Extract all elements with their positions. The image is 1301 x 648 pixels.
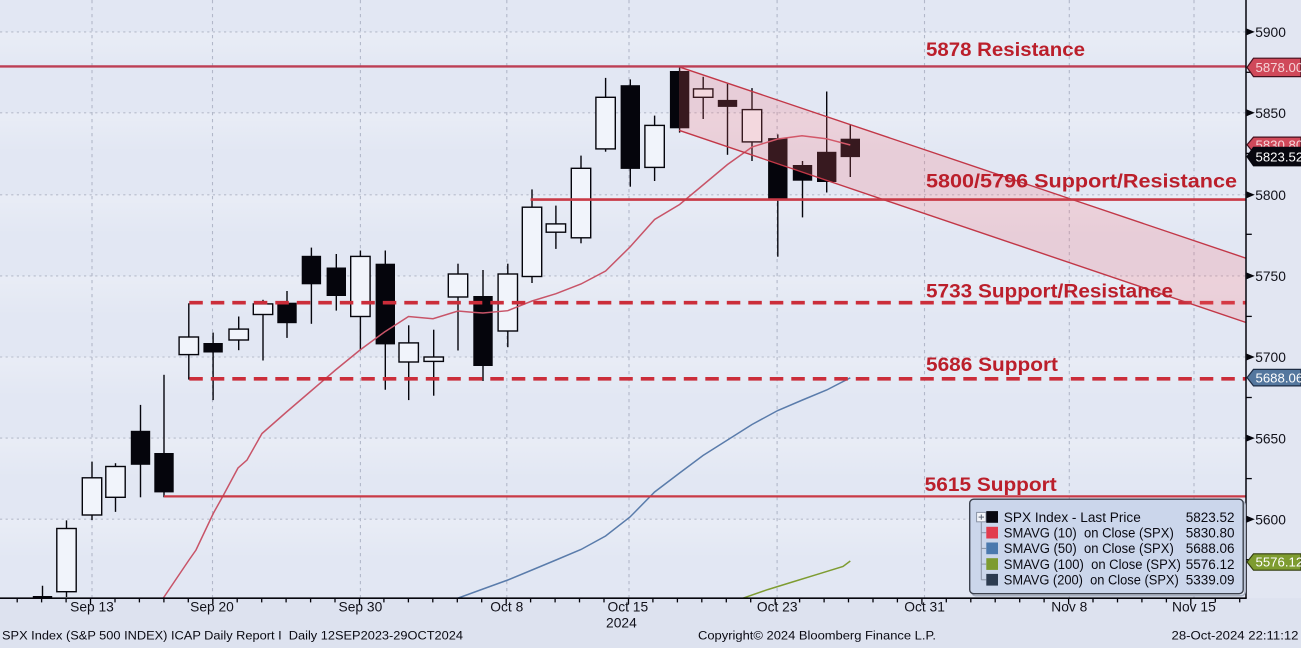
svg-text:Sep 13: Sep 13: [70, 600, 114, 615]
svg-text:SPX Index - Last Price: SPX Index - Last Price: [1004, 510, 1141, 525]
svg-text:Nov 15: Nov 15: [1172, 600, 1216, 615]
svg-text:5600: 5600: [1255, 512, 1286, 527]
svg-text:5576.12: 5576.12: [1256, 555, 1301, 570]
svg-text:5700: 5700: [1255, 350, 1286, 365]
svg-text:Sep 30: Sep 30: [339, 600, 383, 615]
svg-text:5688.06: 5688.06: [1256, 370, 1301, 385]
svg-text:5686 Support: 5686 Support: [926, 355, 1059, 376]
svg-text:5800: 5800: [1255, 188, 1286, 203]
svg-text:SMAVG (50) on Close (SPX): SMAVG (50) on Close (SPX): [1004, 541, 1174, 556]
svg-text:Copyright© 2024 Bloomberg Fina: Copyright© 2024 Bloomberg Finance L.P.: [698, 629, 936, 643]
svg-text:Oct 31: Oct 31: [904, 600, 945, 615]
svg-text:28-Oct-2024 22:11:12: 28-Oct-2024 22:11:12: [1172, 629, 1299, 643]
svg-text:5733 Support/Resistance: 5733 Support/Resistance: [926, 282, 1173, 303]
svg-text:2024: 2024: [606, 616, 637, 631]
svg-text:5878 Resistance: 5878 Resistance: [926, 40, 1085, 61]
svg-text:SMAVG (10) on Close (SPX): SMAVG (10) on Close (SPX): [1004, 526, 1174, 541]
svg-text:5850: 5850: [1255, 106, 1286, 121]
svg-text:5823.52: 5823.52: [1256, 149, 1301, 164]
svg-text:SPX Index (S&P 500 INDEX) ICAP: SPX Index (S&P 500 INDEX) ICAP Daily Rep…: [2, 629, 463, 643]
svg-text:Nov 8: Nov 8: [1051, 600, 1087, 615]
svg-text:5750: 5750: [1255, 269, 1286, 284]
svg-text:Oct 15: Oct 15: [607, 600, 648, 615]
svg-text:5823.52: 5823.52: [1186, 510, 1235, 525]
svg-text:Oct 8: Oct 8: [490, 600, 523, 615]
svg-text:5900: 5900: [1255, 25, 1286, 40]
svg-text:5830.80: 5830.80: [1186, 526, 1235, 541]
svg-text:5576.12: 5576.12: [1186, 557, 1235, 572]
svg-text:SMAVG (200) on Close (SPX): SMAVG (200) on Close (SPX): [1004, 573, 1179, 588]
svg-text:5339.09: 5339.09: [1186, 573, 1235, 588]
svg-text:SMAVG (100) on Close (SPX): SMAVG (100) on Close (SPX): [1004, 557, 1181, 572]
svg-text:Sep 20: Sep 20: [190, 600, 234, 615]
svg-text:5615 Support: 5615 Support: [925, 475, 1058, 496]
svg-text:Oct 23: Oct 23: [757, 600, 798, 615]
svg-text:5650: 5650: [1255, 431, 1286, 446]
svg-text:5878.00: 5878.00: [1256, 60, 1301, 75]
svg-text:5800/5796 Support/Resistance: 5800/5796 Support/Resistance: [926, 172, 1237, 193]
svg-text:5688.06: 5688.06: [1186, 541, 1235, 556]
